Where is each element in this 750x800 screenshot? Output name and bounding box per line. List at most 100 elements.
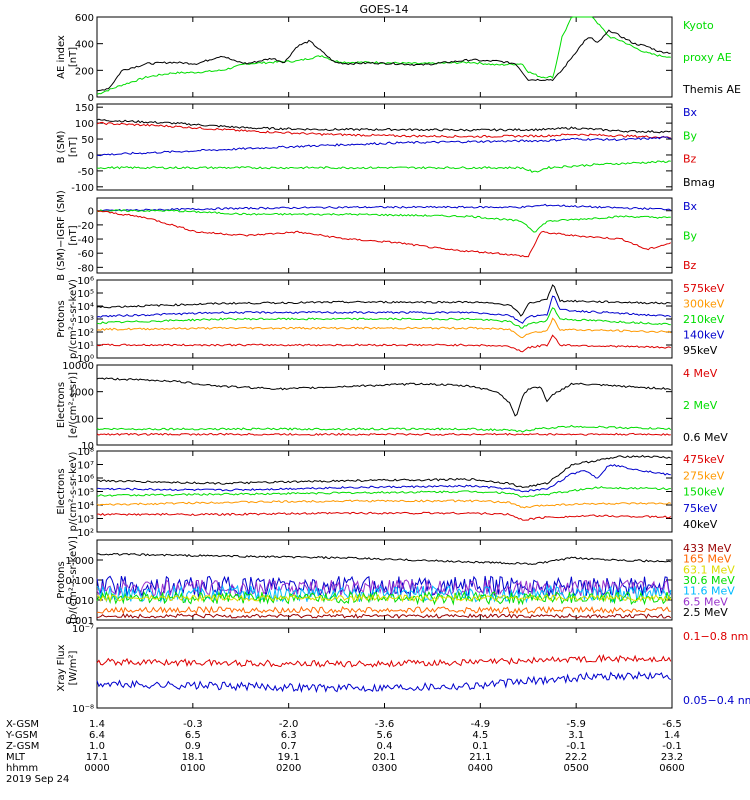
y-tick-label: -40 bbox=[78, 235, 94, 246]
y-tick-label: 0 bbox=[88, 151, 94, 162]
ephem-value: 5.6 bbox=[377, 730, 393, 741]
y-axis-label: Electrons bbox=[56, 468, 67, 514]
y-axis-label: Protons bbox=[56, 300, 67, 337]
ephem-value: 1.4 bbox=[89, 719, 105, 730]
y-tick-label: 10⁶ bbox=[77, 474, 94, 485]
y-tick-label: 1.000 bbox=[65, 556, 94, 567]
ephem-value: -0.1 bbox=[662, 741, 682, 752]
series-line-0 bbox=[96, 377, 671, 417]
ephem-value: -3.6 bbox=[375, 719, 395, 730]
ephem-value: 0.7 bbox=[281, 741, 297, 752]
ephem-value: -4.9 bbox=[471, 719, 491, 730]
ephem-value: 23.2 bbox=[661, 752, 683, 763]
legend-item: Themis AE bbox=[682, 83, 741, 96]
legend-item: 30.6 MeV bbox=[683, 574, 735, 587]
y-axis-label: [e/(cm²-s-sr)] bbox=[68, 372, 79, 438]
ephem-row-label: Y-GSM bbox=[5, 730, 38, 741]
plot-title: GOES-14 bbox=[359, 3, 408, 16]
ephem-value: 1.4 bbox=[664, 730, 680, 741]
series-line-4 bbox=[96, 334, 671, 353]
legend-item: Bx bbox=[683, 200, 698, 213]
legend-item: Bmag bbox=[683, 176, 715, 189]
legend-item: Bx bbox=[683, 106, 698, 119]
y-tick-label: 0 bbox=[88, 207, 94, 218]
y-tick-label: 200 bbox=[75, 66, 94, 77]
legend-item: Bz bbox=[683, 153, 697, 166]
y-tick-label: 10² bbox=[77, 328, 94, 339]
y-axis-label: B (SM)−IGRF (SM) bbox=[56, 190, 67, 281]
panel-frame bbox=[96, 103, 673, 191]
y-tick-label: 10⁶ bbox=[77, 276, 94, 287]
y-tick-label: 10000 bbox=[62, 361, 94, 372]
series-line-3 bbox=[96, 317, 672, 339]
ephem-value: 0600 bbox=[659, 763, 684, 774]
panel-xray: 10⁻⁷ 10⁻⁸ Xray Flux [W/m²] 0.1−0.8 nm 0.05−0.… bbox=[56, 624, 750, 715]
legend-item: 0.6 MeV bbox=[683, 431, 728, 444]
series-line-2 bbox=[96, 307, 671, 329]
series-line-3 bbox=[96, 160, 671, 173]
series-line-0 bbox=[96, 552, 671, 566]
series-line-3 bbox=[96, 499, 671, 509]
panel-protons_high: 10⁰ 10¹ 10² 10³ 10⁴ 10⁵ 10⁶ Protons p/(cm²-s-sr-… bbox=[56, 276, 725, 365]
ephem-value: -5.9 bbox=[566, 719, 586, 730]
panel-frame bbox=[96, 16, 673, 98]
series-line-2 bbox=[96, 486, 671, 498]
y-tick-label: 10⁻⁸ bbox=[72, 704, 94, 715]
ephem-value: 3.1 bbox=[568, 730, 584, 741]
ephem-value: -0.1 bbox=[566, 741, 586, 752]
ephem-row-label: MLT bbox=[6, 752, 26, 763]
y-tick-label: 0 bbox=[88, 93, 94, 104]
legend-item: 11.6 MeV bbox=[683, 585, 735, 598]
series-line-7 bbox=[96, 613, 672, 620]
ephem-date: 2019 Sep 24 bbox=[6, 774, 69, 785]
ephem-value: 0300 bbox=[372, 763, 397, 774]
legend-item: 6.5 MeV bbox=[683, 595, 728, 608]
y-tick-label: 10⁵ bbox=[77, 488, 94, 499]
y-axis-label: Xray Flux bbox=[56, 644, 67, 691]
ephem-value: 6.5 bbox=[185, 730, 201, 741]
y-axis-label: p/(cm²-s-sr-keV) bbox=[68, 451, 79, 531]
series-line-1 bbox=[96, 295, 672, 324]
ephem-value: 1.0 bbox=[89, 741, 105, 752]
legend-item: 2 MeV bbox=[683, 399, 718, 412]
ephem-row-label: Z-GSM bbox=[6, 741, 39, 752]
panel-frame bbox=[96, 364, 673, 446]
y-tick-label: 400 bbox=[75, 40, 94, 51]
legend-item: 165 MeV bbox=[683, 553, 732, 566]
series-line-2 bbox=[96, 578, 672, 598]
y-tick-label: 100 bbox=[75, 119, 94, 130]
ephem-value: 6.3 bbox=[281, 730, 297, 741]
ephem-value: 22.2 bbox=[565, 752, 587, 763]
series-line-2 bbox=[96, 136, 671, 157]
y-tick-label: 10⁴ bbox=[77, 501, 94, 512]
y-tick-label: -60 bbox=[78, 249, 94, 260]
y-tick-label: 10⁰ bbox=[77, 354, 94, 365]
legend-item: 300keV bbox=[683, 298, 725, 311]
panel-ae: 0 200 400 600 AE index [nT] Kyoto proxy AE Themi… bbox=[56, 13, 741, 104]
panel-frame bbox=[96, 627, 673, 709]
panel-frame bbox=[96, 450, 673, 533]
series-line-1 bbox=[96, 424, 672, 433]
series-line-0 bbox=[97, 454, 672, 489]
ephem-value: 19.1 bbox=[278, 752, 300, 763]
y-tick-label: 10⁸ bbox=[77, 447, 94, 458]
ephem-value: -6.5 bbox=[662, 719, 682, 730]
panel-bigrf: 0 -20 -40 -60 -80 B (SM)−IGRF (SM) [nT] Bx By Bz bbox=[56, 190, 698, 281]
y-tick-label: 0.001 bbox=[65, 616, 94, 627]
series-line-2 bbox=[96, 432, 671, 436]
legend-item: 0.05−0.4 nm bbox=[683, 694, 750, 707]
y-tick-label: -20 bbox=[78, 221, 94, 232]
ephem-value: 0500 bbox=[563, 763, 588, 774]
ephem-value: 0.4 bbox=[377, 741, 393, 752]
ephem-row-label: hhmm bbox=[6, 763, 38, 774]
series-line-0 bbox=[96, 653, 672, 668]
ephem-value: 0400 bbox=[468, 763, 493, 774]
ephem-value: 20.1 bbox=[373, 752, 395, 763]
legend-item: 210keV bbox=[683, 313, 725, 326]
y-tick-label: 0.100 bbox=[65, 576, 94, 587]
ephem-value: 17.1 bbox=[86, 752, 108, 763]
ephem-value: -2.0 bbox=[279, 719, 299, 730]
ephem-value: 0.9 bbox=[185, 741, 201, 752]
